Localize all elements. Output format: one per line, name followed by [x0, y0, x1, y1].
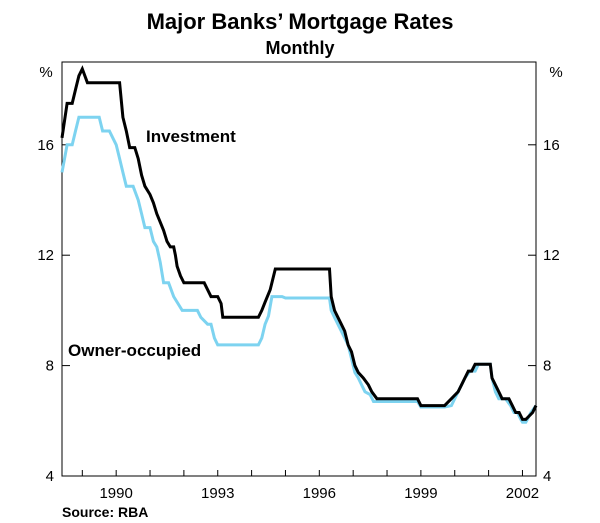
x-tick-label: 2002 — [506, 485, 539, 502]
y-tick-label-left: 8 — [46, 358, 54, 375]
series-label-investment: Investment — [146, 127, 236, 146]
x-tick-label: 1993 — [201, 485, 234, 502]
chart-title: Major Banks’ Mortgage Rates — [147, 9, 454, 34]
source-note: Source: RBA — [62, 504, 148, 520]
x-tick-label: 1999 — [404, 485, 437, 502]
y-tick-label-right: 8 — [543, 358, 551, 375]
chart-subtitle: Monthly — [266, 38, 335, 58]
y-tick-label-right: 16 — [543, 137, 560, 154]
y-tick-label-left: 4 — [46, 468, 54, 485]
y-tick-label-left: 16 — [37, 137, 54, 154]
y-tick-label-left: 12 — [37, 247, 54, 264]
x-axis-ticks: 1990 1993 1996 1999 2002 — [81, 470, 539, 502]
x-tick-label: 1996 — [303, 485, 336, 502]
y-tick-label-right: 4 — [543, 468, 551, 485]
x-tick-label: 1990 — [99, 485, 132, 502]
plot-frame — [61, 61, 537, 477]
series-label-owner-occupied: Owner-occupied — [68, 341, 201, 360]
series-line-investment — [60, 65, 538, 421]
y-axis-unit-right: % — [549, 64, 562, 81]
series-lines — [60, 65, 538, 424]
y-axis-ticks: 4 4 8 8 12 12 16 16 — [37, 137, 559, 485]
y-tick-label-right: 12 — [543, 247, 560, 264]
y-axis-unit-left: % — [39, 64, 52, 81]
